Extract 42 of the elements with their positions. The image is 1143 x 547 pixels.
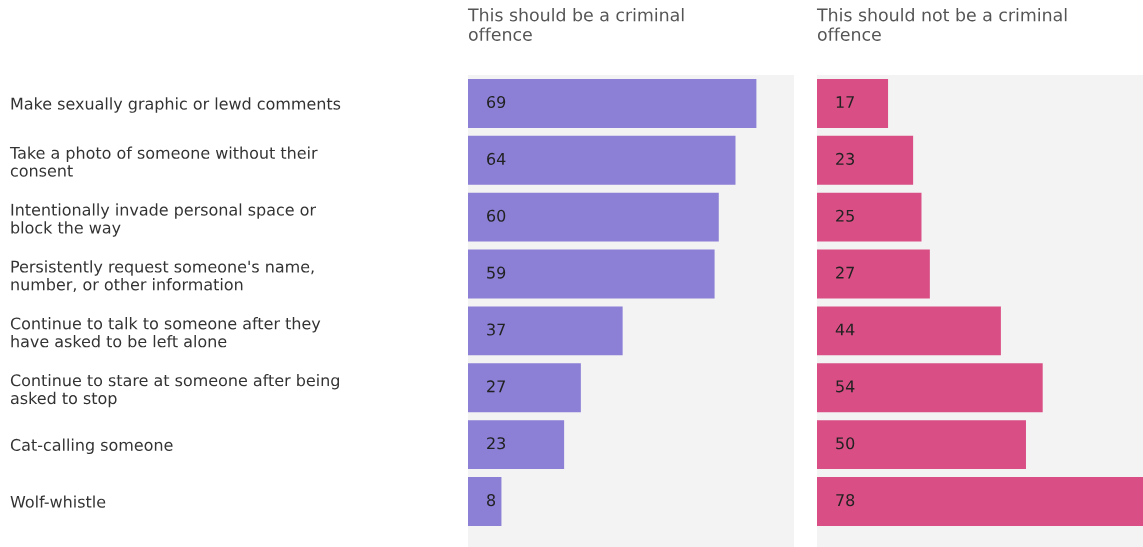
data-label: 50 [836,437,855,450]
data-label: 54 [836,380,855,393]
bar [817,363,1043,413]
data-label: 17 [836,96,854,108]
data-label: 59 [487,266,506,279]
bar [817,78,889,128]
data-label: 8 [487,494,496,507]
bar [817,477,1143,526]
data-label: 44 [835,323,855,336]
bar [468,477,502,526]
bar [468,135,736,185]
data-label: 27 [487,380,505,393]
bar [817,420,1026,470]
chart-title: This should not be a criminal offence [816,8,1067,41]
bar [468,306,623,356]
bar [817,135,914,185]
data-label: 23 [836,152,855,165]
bar [468,78,757,128]
bar [468,192,719,242]
bar [468,420,565,470]
data-label: 23 [487,437,506,450]
data-label: 25 [836,209,854,222]
data-label: 78 [836,494,855,507]
y-tick-label: Make sexually graphic or lewd comments [11,97,341,113]
bar [817,192,922,242]
y-tick-label: Wolf-whistle [10,495,106,508]
y-tick-label: Continue to talk to someone after they have asked to be left alone [10,317,321,348]
bar [468,363,581,413]
y-tick-label: Persistently request someone's name, number, or other information [11,260,314,293]
y-tick-label: Intentionally invade personal space or block the way [11,203,316,237]
bar [468,249,715,299]
y-tick-label: Cat-calling someone [10,438,173,455]
y-tick-label: Take a photo of someone without their consent [9,146,318,177]
data-label: 64 [487,152,506,165]
bar [817,306,1001,356]
data-label: 27 [836,266,854,279]
chart-title: This should be a criminal offence [467,8,684,41]
y-tick-label: Continue to stare at someone after being asked to stop [10,373,339,408]
data-label: 69 [487,95,506,109]
data-label: 37 [487,323,505,336]
bar [817,249,930,299]
data-label: 60 [487,209,506,222]
